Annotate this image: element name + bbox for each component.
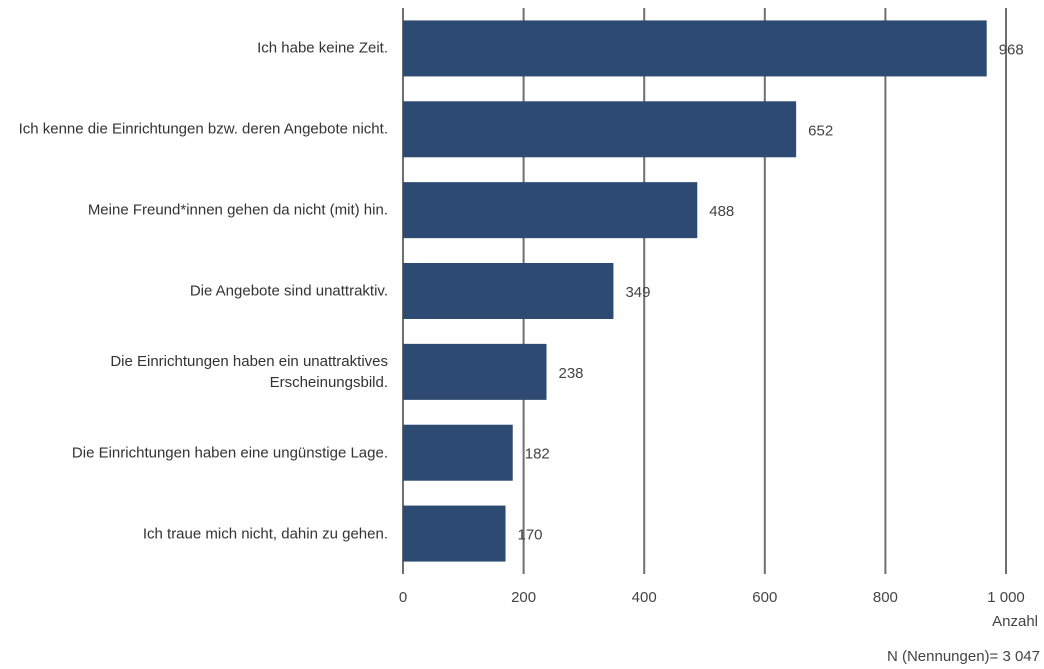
x-tick-label: 1 000 [987,589,1025,606]
bar [403,343,547,400]
y-tick-label: Ich traue mich nicht, dahin zu gehen. [142,525,388,543]
data-label: 182 [525,446,550,463]
y-tick-label: Ich kenne die Einrichtungen bzw. deren A… [18,120,388,138]
y-tick-label: Die Einrichtungen haben eine ungünstige … [71,444,388,462]
data-label: 238 [559,365,584,382]
data-label: 170 [518,527,543,544]
bar [403,263,614,319]
y-tick-label: Die Angebote sind unattraktiv. [189,282,388,300]
annotation: N (Nennungen)= 3 047 [887,648,1040,665]
x-tick-label: 400 [632,589,657,606]
y-tick-label: Ich habe keine Zeit. [257,39,388,57]
bar [403,20,987,77]
x-axis-label: Anzahl [992,613,1038,630]
bar [403,101,797,158]
x-tick-label: 0 [399,589,407,606]
y-tick-label: Die Einrichtungen haben ein unattraktive… [110,352,388,391]
bar [403,505,506,562]
data-label: 488 [709,203,734,220]
data-label: 652 [808,122,833,139]
x-tick-label: 800 [873,589,898,606]
y-tick-label: Meine Freund*innen gehen da nicht (mit) … [87,201,388,219]
data-label: 349 [625,284,650,301]
bar [403,182,698,239]
data-label: 968 [999,41,1024,58]
x-tick-label: 600 [752,589,777,606]
x-tick-label: 200 [511,589,536,606]
bar [403,424,513,481]
